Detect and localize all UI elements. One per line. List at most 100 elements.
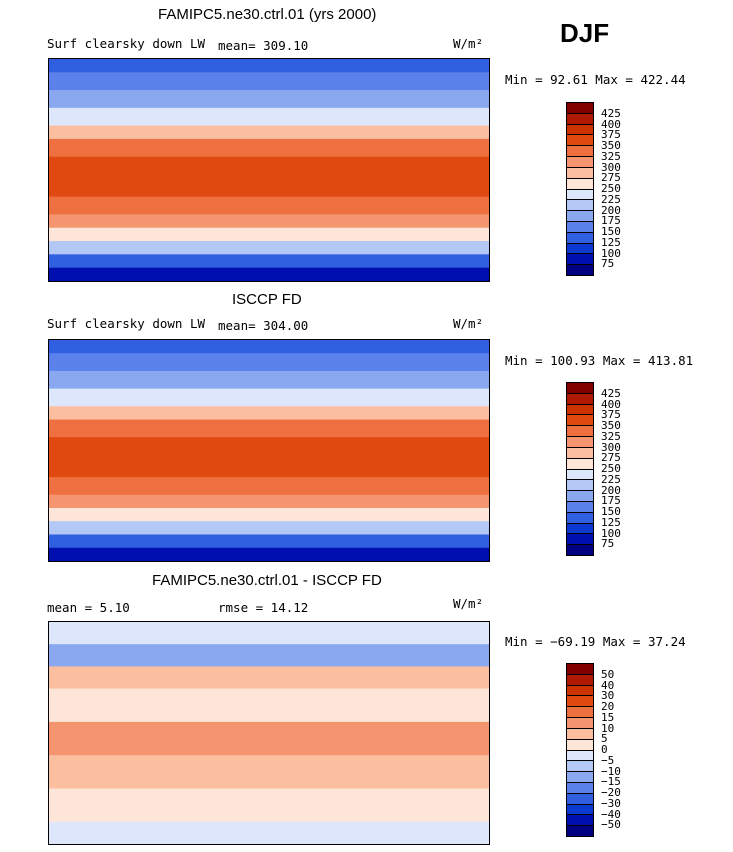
map-band bbox=[49, 788, 489, 823]
colorbar-swatch bbox=[567, 200, 593, 212]
colorbar-tick-label: 200 bbox=[601, 483, 621, 497]
colorbar-tick-label: 150 bbox=[601, 225, 621, 238]
colorbar-swatch bbox=[567, 437, 593, 448]
panel3-rmse-label: rmse = 14.12 bbox=[218, 600, 309, 615]
panel1-mean-label: mean= 309.10 bbox=[218, 38, 309, 53]
panel3-title: FAMIPC5.ne30.ctrl.01 - ISCCP FD bbox=[152, 572, 382, 589]
colorbar-swatch bbox=[567, 211, 593, 222]
season-label: DJF bbox=[560, 18, 610, 48]
colorbar-tick-label: 425 bbox=[601, 386, 621, 400]
colorbar-tick-label: 5 bbox=[601, 732, 608, 746]
map-band bbox=[49, 388, 489, 408]
colorbar-tick-label: 275 bbox=[601, 171, 621, 185]
colorbar-tick-label: 10 bbox=[601, 721, 615, 735]
panel1-variable-label: Surf clearsky down LW bbox=[47, 36, 206, 51]
colorbar-tick-label: 400 bbox=[601, 117, 621, 131]
colorbar-swatch bbox=[567, 167, 593, 179]
colorbar-swatch bbox=[567, 480, 593, 492]
map-band bbox=[49, 622, 489, 646]
colorbar-swatch bbox=[567, 696, 593, 708]
map-band bbox=[49, 156, 489, 198]
colorbar-tick-label: −50 bbox=[601, 818, 621, 832]
colorbar-tick-label: 100 bbox=[601, 246, 621, 260]
colorbar-tick-label: 225 bbox=[601, 192, 621, 206]
colorbar-swatch bbox=[567, 447, 593, 459]
panel2-title: ISCCP FD bbox=[232, 291, 302, 308]
colorbar-swatch bbox=[567, 415, 593, 427]
map-band bbox=[49, 107, 489, 127]
colorbar-tick-label: 15 bbox=[601, 710, 615, 724]
colorbar-swatch bbox=[567, 265, 593, 275]
map-band bbox=[49, 370, 489, 390]
colorbar-tick-label: 40 bbox=[601, 678, 615, 692]
colorbar-swatch bbox=[567, 534, 593, 546]
colorbar-swatch bbox=[567, 750, 593, 762]
map-band bbox=[49, 72, 489, 92]
colorbar-swatch bbox=[567, 772, 593, 783]
colorbar-swatch bbox=[567, 545, 593, 555]
panel2-map-field bbox=[49, 340, 489, 561]
colorbar-tick-label: 125 bbox=[601, 235, 621, 249]
colorbar-tick-label: 275 bbox=[601, 451, 621, 465]
colorbar-tick-label: −10 bbox=[601, 764, 621, 778]
colorbar-tick-label: −30 bbox=[601, 796, 621, 810]
colorbar-tick-label: 75 bbox=[601, 257, 615, 271]
colorbar-tick-label: −40 bbox=[601, 807, 621, 821]
panel2-mean-label: mean= 304.00 bbox=[218, 318, 309, 333]
colorbar-tick-label: 200 bbox=[601, 203, 621, 217]
map-band bbox=[49, 125, 489, 140]
map-band bbox=[49, 267, 489, 281]
colorbar-tick-label: 75 bbox=[601, 537, 615, 551]
map-band bbox=[49, 90, 489, 109]
panel1-title: FAMIPC5.ne30.ctrl.01 (yrs 2000) bbox=[158, 6, 377, 23]
panel3-mean-label: mean = 5.10 bbox=[47, 600, 130, 615]
map-band bbox=[49, 821, 489, 844]
colorbar-tick-label: 400 bbox=[601, 397, 621, 411]
colorbar-tick-label: 300 bbox=[601, 440, 621, 454]
panel3-colorbar bbox=[566, 663, 594, 837]
colorbar-swatch bbox=[567, 707, 593, 719]
panel3-map bbox=[48, 621, 490, 845]
map-band bbox=[49, 138, 489, 158]
colorbar-tick-label: 375 bbox=[601, 408, 621, 422]
colorbar-tick-label: 100 bbox=[601, 526, 621, 540]
colorbar-swatch bbox=[567, 113, 593, 125]
map-band bbox=[49, 721, 489, 757]
colorbar-tick-label: 350 bbox=[601, 419, 621, 432]
colorbar-tick-label: −15 bbox=[601, 775, 621, 789]
colorbar-tick-label: 30 bbox=[601, 689, 615, 703]
colorbar-swatch bbox=[567, 793, 593, 805]
colorbar-tick-label: 50 bbox=[601, 667, 615, 681]
colorbar-swatch bbox=[567, 178, 593, 190]
colorbar-swatch bbox=[567, 232, 593, 244]
map-band bbox=[49, 547, 489, 561]
colorbar-tick-label: −20 bbox=[601, 786, 621, 799]
colorbar-swatch bbox=[567, 383, 593, 394]
map-band bbox=[49, 196, 489, 216]
colorbar-tick-label: −5 bbox=[601, 753, 615, 767]
colorbar-tick-label: 175 bbox=[601, 494, 621, 508]
panel1-units-label: W/m² bbox=[453, 36, 484, 51]
map-band bbox=[49, 59, 489, 74]
map-band bbox=[49, 406, 489, 421]
colorbar-swatch bbox=[567, 728, 593, 740]
panel2-map bbox=[48, 339, 490, 562]
colorbar-swatch bbox=[567, 804, 593, 816]
panel1-map bbox=[48, 58, 490, 282]
map-band bbox=[49, 507, 489, 523]
colorbar-swatch bbox=[567, 761, 593, 773]
map-band bbox=[49, 755, 489, 790]
colorbar-tick-label: 325 bbox=[601, 429, 621, 443]
colorbar-swatch bbox=[567, 664, 593, 675]
colorbar-tick-label: 425 bbox=[601, 106, 621, 120]
panel2-minmax: Min = 100.93 Max = 413.81 bbox=[505, 353, 694, 368]
colorbar-swatch bbox=[567, 512, 593, 524]
colorbar-swatch bbox=[567, 826, 593, 836]
colorbar-swatch bbox=[567, 685, 593, 697]
colorbar-tick-label: 375 bbox=[601, 128, 621, 142]
map-band bbox=[49, 477, 489, 496]
panel1-colorbar bbox=[566, 102, 594, 276]
colorbar-tick-label: 225 bbox=[601, 472, 621, 486]
colorbar-swatch bbox=[567, 103, 593, 114]
panel1-minmax: Min = 92.61 Max = 422.44 bbox=[505, 72, 686, 87]
